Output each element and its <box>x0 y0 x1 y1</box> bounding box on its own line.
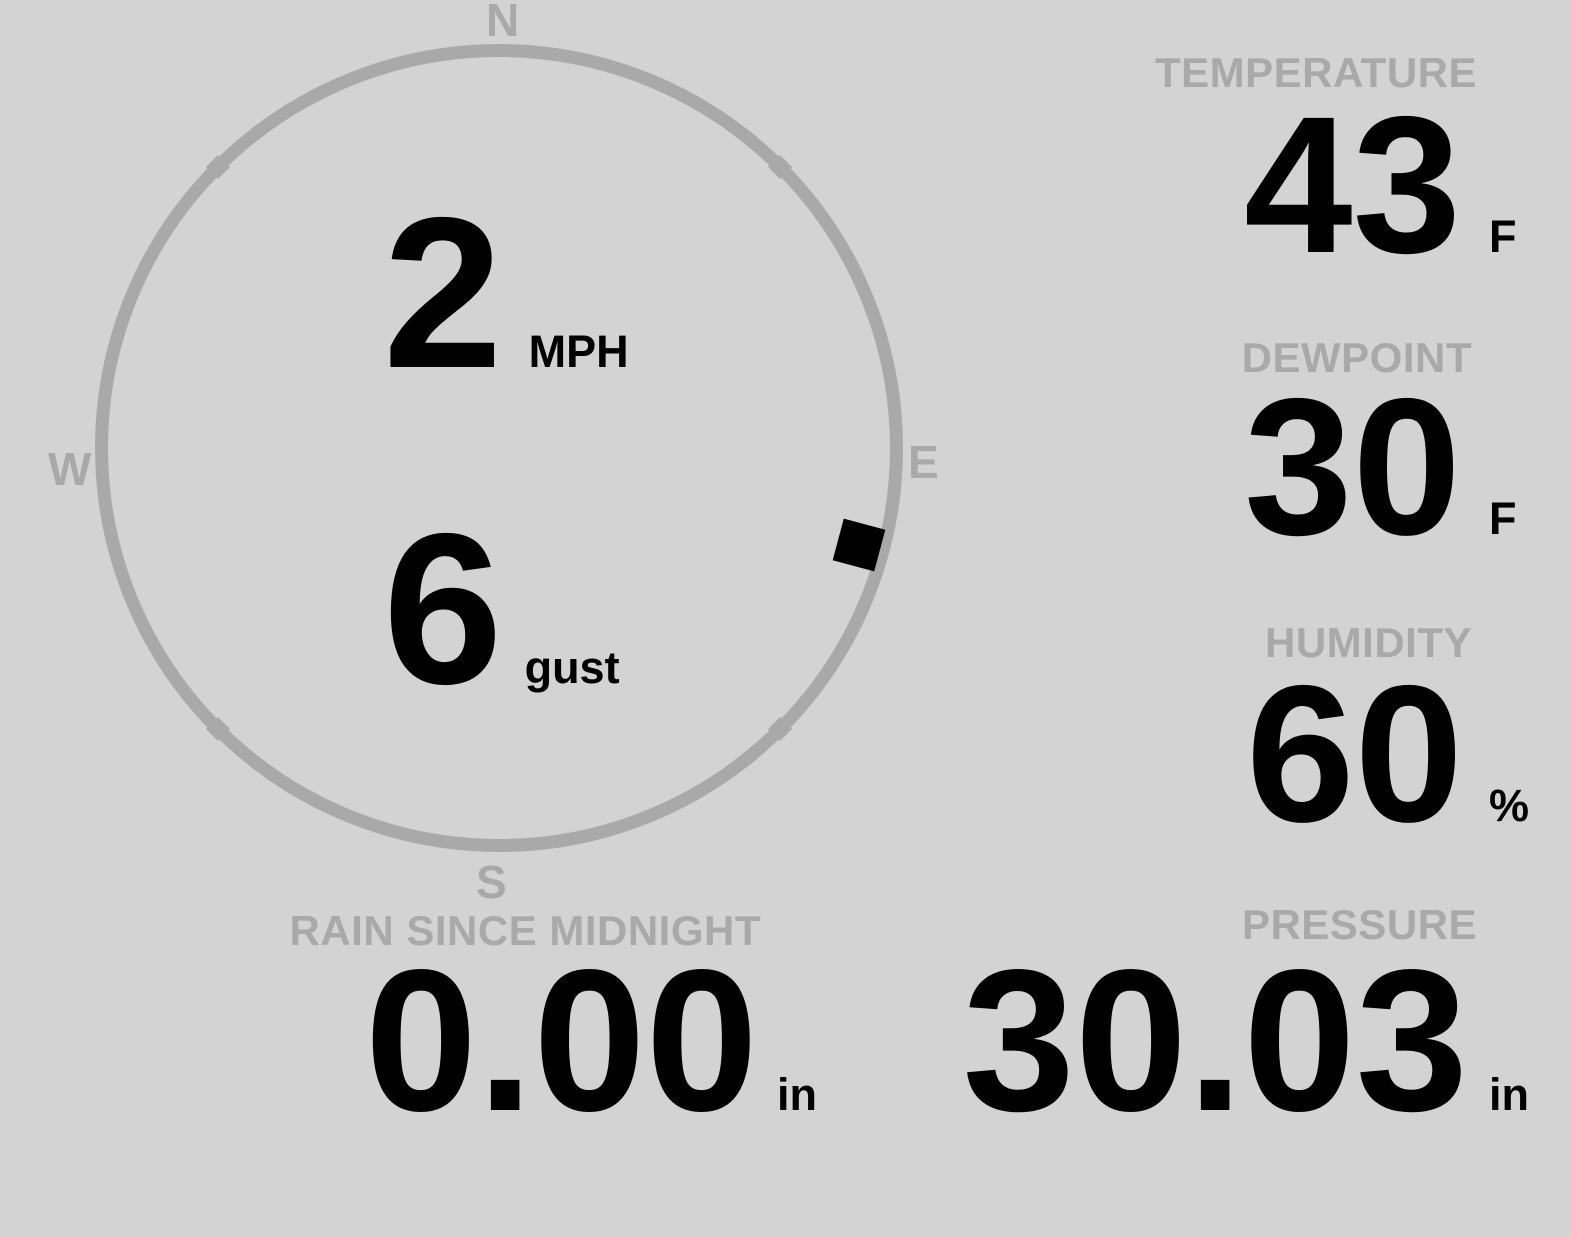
cardinal-east: E <box>908 436 939 488</box>
dewpoint-value: 30 <box>1244 358 1461 576</box>
wind-speed-value: 2 <box>383 172 503 413</box>
temperature-value: 43 <box>1244 76 1461 294</box>
rain-unit: in <box>777 1069 817 1120</box>
dewpoint-label: DEWPOINT <box>1241 334 1472 381</box>
cardinal-south: S <box>476 856 507 908</box>
dewpoint-readout: 30 F <box>1244 370 1569 565</box>
humidity-unit: % <box>1489 780 1530 831</box>
rain-readout: 0.00 in <box>365 939 837 1141</box>
rain-label: RAIN SINCE MIDNIGHT <box>289 907 761 954</box>
wind-gust-unit: gust <box>524 642 620 693</box>
temperature-unit: F <box>1489 211 1517 262</box>
wind-gust-readout: 6 gust <box>383 501 620 716</box>
wind-speed-unit: MPH <box>528 326 629 377</box>
pressure-label: PRESSURE <box>1241 901 1477 948</box>
rain-value: 0.00 <box>364 927 758 1153</box>
wind-speed-readout: 2 MPH <box>383 185 629 400</box>
temperature-readout: 43 F <box>1244 88 1569 283</box>
temperature-label: TEMPERATURE <box>1154 49 1477 96</box>
humidity-value: 60 <box>1246 645 1463 863</box>
humidity-readout: 60 % <box>1246 657 1569 852</box>
pressure-readout: 30.03 in <box>963 939 1570 1141</box>
pressure-value: 30.03 <box>962 927 1469 1153</box>
cardinal-north: N <box>486 0 520 46</box>
pressure-unit: in <box>1489 1069 1529 1120</box>
cardinal-west: W <box>48 443 92 495</box>
humidity-label: HUMIDITY <box>1265 619 1472 666</box>
dewpoint-unit: F <box>1489 493 1517 544</box>
wind-gust-value: 6 <box>383 488 503 729</box>
